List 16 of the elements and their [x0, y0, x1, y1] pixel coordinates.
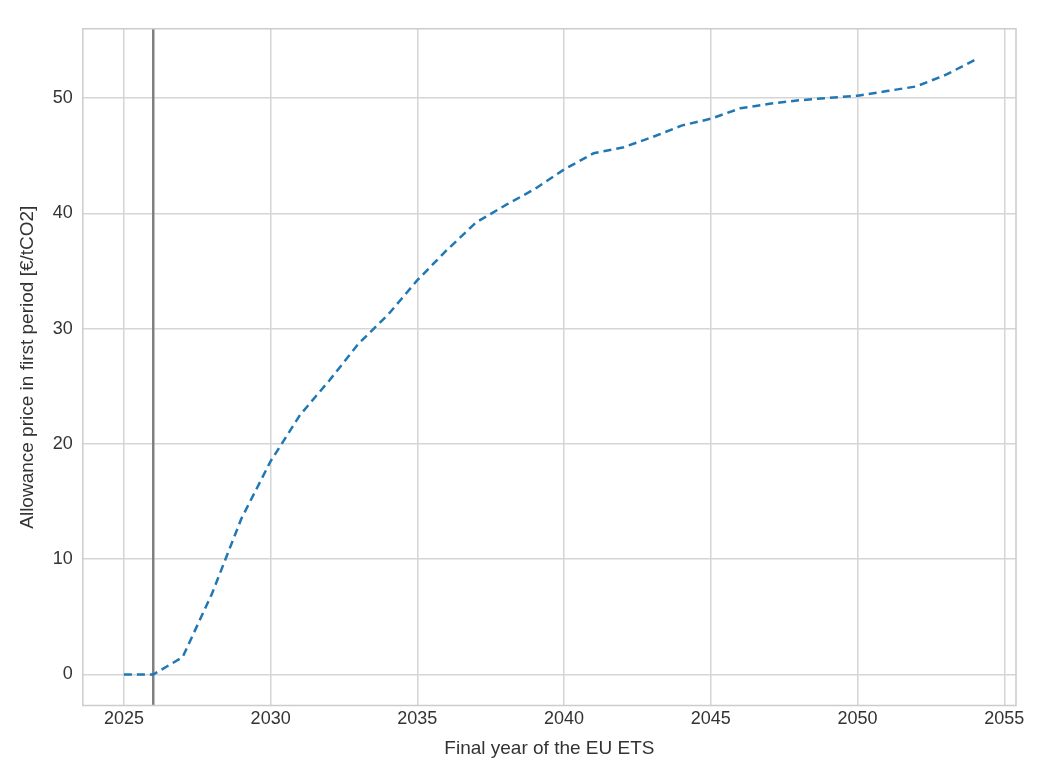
x-tick-label: 2055 [984, 708, 1025, 729]
x-tick-label: 2040 [544, 708, 585, 729]
x-axis-title: Final year of the EU ETS [444, 736, 655, 758]
y-tick-label: 40 [52, 202, 73, 223]
x-tick-label: 2050 [837, 708, 878, 729]
x-tick-label: 2030 [250, 708, 291, 729]
y-tick-label: 20 [52, 432, 73, 453]
x-tick-label: 2045 [690, 708, 731, 729]
x-tick-label: 2035 [397, 708, 438, 729]
y-tick-label: 30 [52, 317, 73, 338]
y-axis-title: Allowance price in first period [€/tCO2] [15, 205, 37, 529]
line-series [122, 58, 977, 676]
x-tick-label: 2025 [103, 708, 144, 729]
y-tick-label: 50 [52, 86, 73, 107]
y-tick-label: 0 [62, 663, 73, 684]
y-tick-label: 10 [52, 548, 73, 569]
